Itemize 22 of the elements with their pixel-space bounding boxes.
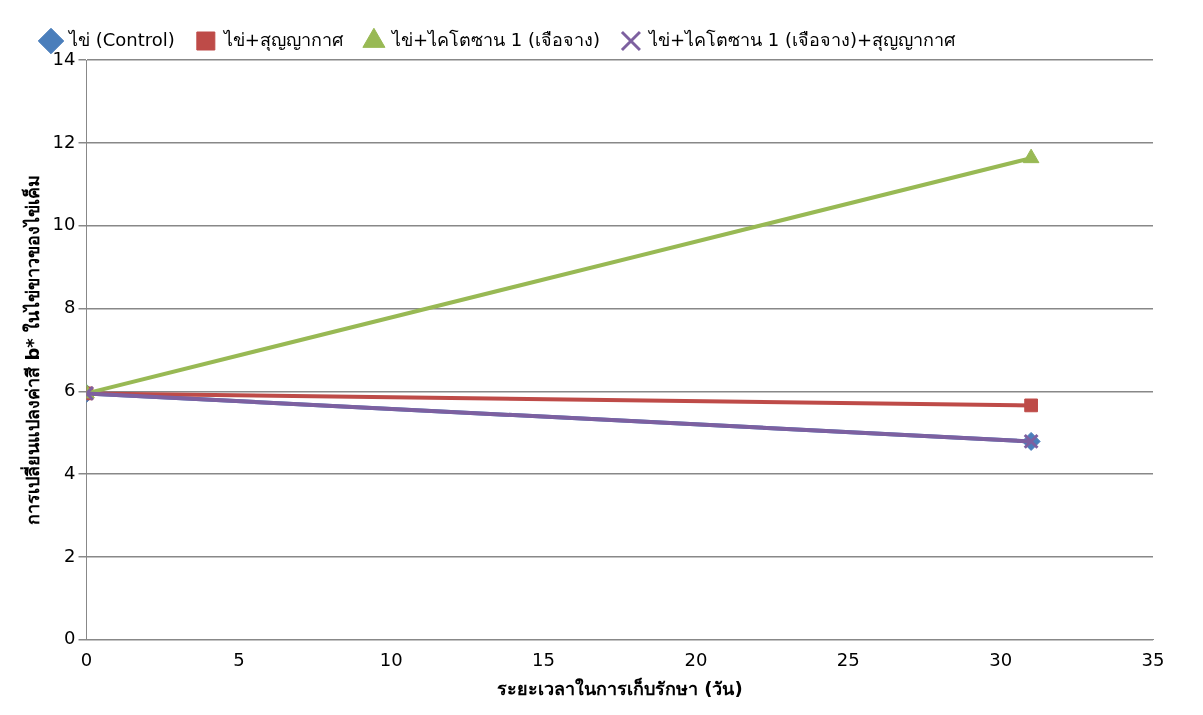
x-tick-label: 35: [1141, 649, 1165, 671]
y-tick-label: 14: [52, 47, 76, 69]
x-tick-label: 10: [379, 649, 403, 671]
x-tick-label: 5: [233, 649, 245, 671]
y-axis-title: การเปลี่ยนแปลงค่าสี b* ในไข่ขาวของไข่เค็ม: [20, 174, 44, 525]
y-tick-label: 2: [64, 544, 76, 566]
y-tick-label: 8: [64, 296, 76, 318]
x-tick-label: 0: [80, 649, 93, 671]
legend-label: ไข่ (Control): [67, 28, 175, 50]
legend-label: ไข่+ไคโตซาน 1 (เจือจาง)+สุญญากาศ: [646, 28, 957, 51]
y-tick-label: 0: [64, 627, 76, 649]
x-axis-title: ระยะเวลาในการเก็บรักษา (วัน): [496, 676, 743, 699]
x-tick-label: 30: [989, 649, 1013, 671]
x-tick-label: 20: [684, 649, 708, 671]
legend-label: ไข่+ไคโตซาน 1 (เจือจาง): [389, 28, 600, 50]
x-tick-label: 15: [532, 649, 556, 671]
legend-label: ไข่+สุญญากาศ: [221, 28, 344, 51]
y-tick-label: 6: [64, 378, 76, 400]
x-tick-label: 25: [836, 649, 860, 671]
y-tick-label: 10: [52, 213, 76, 235]
y-tick-label: 12: [52, 130, 76, 152]
y-tick-label: 4: [64, 461, 76, 483]
